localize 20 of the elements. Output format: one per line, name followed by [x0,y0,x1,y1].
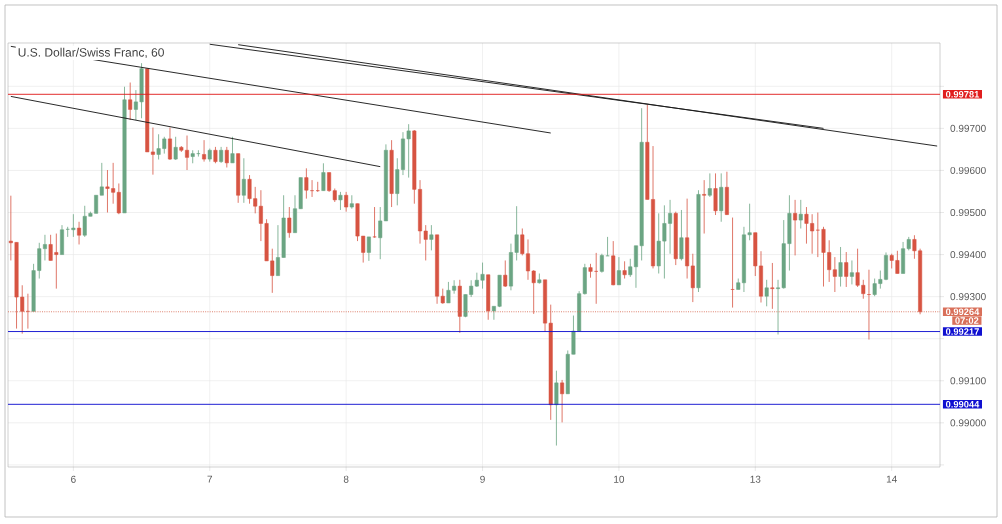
y-tick-label: 0.99600 [950,166,986,174]
y-tick-label: 0.99300 [950,293,986,301]
ref-line-label: 0.99044 [945,401,980,408]
chart-title: U.S. Dollar/Swiss Franc, 60 [18,47,164,59]
y-tick-label: 0.99400 [950,251,986,259]
ref-line-label: 0.99264 [945,308,980,316]
x-tick-label: 7 [207,475,213,483]
x-tick-label: 14 [886,475,897,483]
y-tick-label: 0.99000 [950,419,986,427]
y-tick-label: 0.99700 [950,124,986,132]
x-tick-label: 6 [71,475,76,483]
x-tick-label: 13 [750,475,761,483]
text: 07:02 [955,317,979,324]
ref-line-label: 0.99781 [945,91,980,98]
y-tick-label: 0.99500 [950,208,986,217]
x-tick-label: 10 [614,475,625,483]
ref-line-label: 0.99217 [945,328,979,335]
y-tick-label: 0.99100 [950,377,986,385]
x-tick-label: 8 [343,475,349,483]
x-tick-label: 9 [480,475,485,483]
